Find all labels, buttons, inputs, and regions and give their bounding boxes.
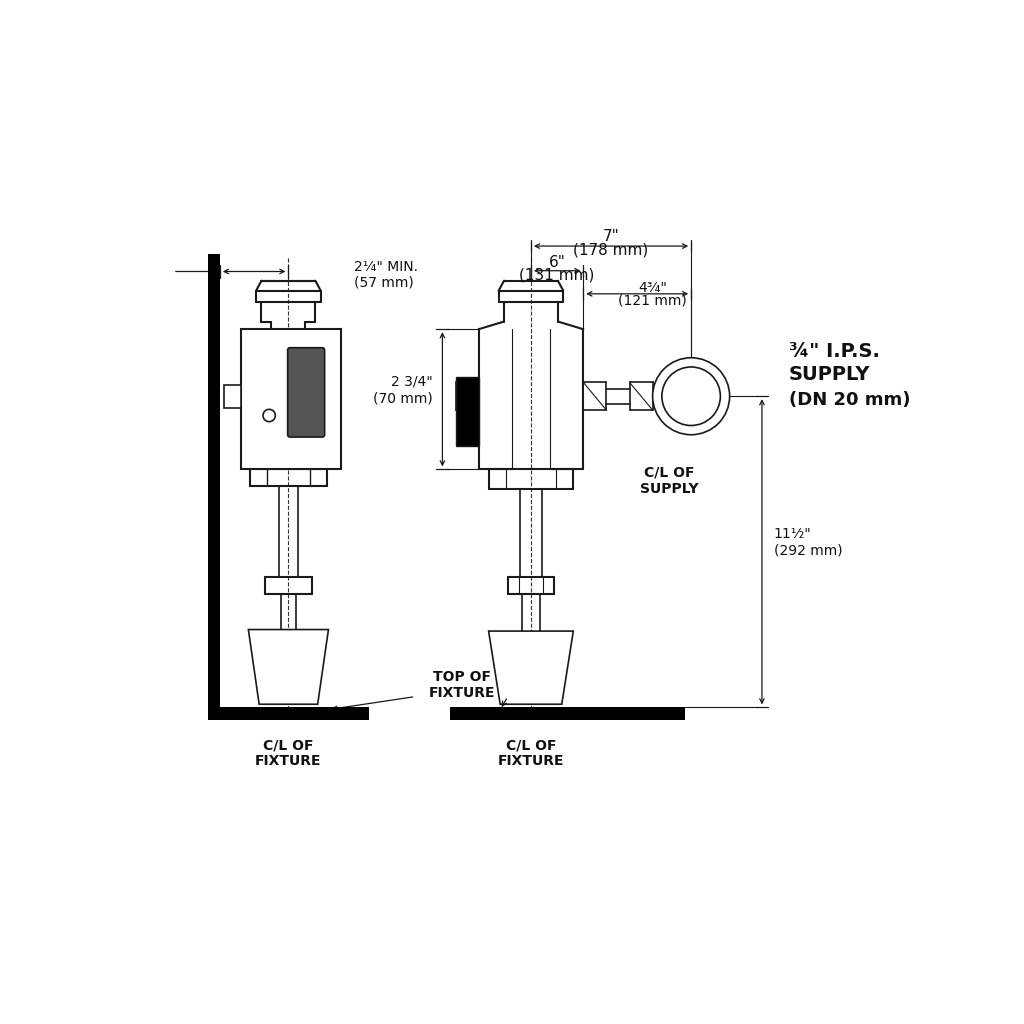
Text: ¾" I.P.S.: ¾" I.P.S.	[788, 342, 880, 361]
Text: (121 mm): (121 mm)	[618, 294, 687, 308]
Text: (131 mm): (131 mm)	[519, 267, 595, 283]
Text: (178 mm): (178 mm)	[573, 243, 648, 257]
Text: 2 3/4"
(70 mm): 2 3/4" (70 mm)	[374, 375, 433, 406]
Bar	[208, 708, 370, 720]
Text: (DN 20 mm): (DN 20 mm)	[788, 391, 910, 409]
Text: (57 mm): (57 mm)	[354, 275, 414, 290]
Circle shape	[263, 410, 275, 422]
Text: TOP OF
FIXTURE: TOP OF FIXTURE	[428, 670, 495, 699]
Text: 6": 6"	[549, 255, 565, 269]
Text: C/L OF
SUPPLY: C/L OF SUPPLY	[640, 466, 698, 496]
Text: SUPPLY: SUPPLY	[788, 366, 870, 384]
Text: FIXTURE: FIXTURE	[255, 755, 322, 768]
Text: 4³⁄₄": 4³⁄₄"	[638, 281, 667, 295]
Polygon shape	[249, 630, 329, 705]
Text: C/L OF: C/L OF	[263, 739, 313, 753]
Text: 11¹⁄₂"
(292 mm): 11¹⁄₂" (292 mm)	[773, 527, 842, 558]
FancyBboxPatch shape	[288, 348, 325, 437]
Bar	[241, 330, 341, 469]
Bar	[208, 254, 220, 720]
Text: 7": 7"	[603, 229, 620, 244]
Bar	[456, 377, 478, 446]
Bar	[223, 385, 241, 408]
Text: C/L OF: C/L OF	[506, 739, 556, 753]
Text: FIXTURE: FIXTURE	[498, 755, 564, 768]
Polygon shape	[488, 631, 573, 705]
Circle shape	[662, 367, 720, 426]
Text: 2¹⁄₄" MIN.: 2¹⁄₄" MIN.	[354, 260, 418, 274]
Circle shape	[652, 357, 730, 435]
Bar	[451, 708, 685, 720]
